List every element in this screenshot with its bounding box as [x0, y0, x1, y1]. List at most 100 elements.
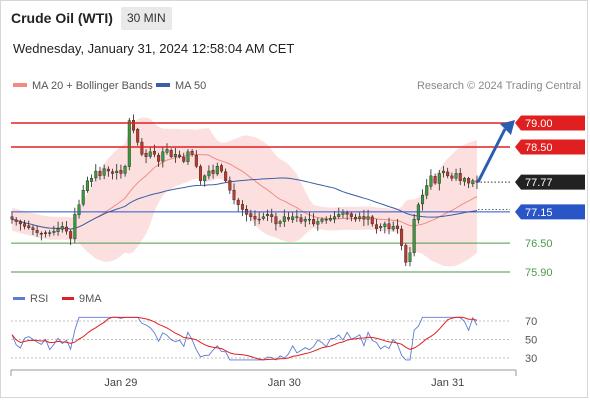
candle-body: [345, 212, 349, 215]
timeframe-button[interactable]: 30 MIN: [121, 7, 172, 30]
candle-body: [253, 216, 257, 220]
ma20-swatch-icon: [13, 83, 27, 88]
candle-body: [131, 120, 135, 131]
candle-body: [299, 217, 303, 222]
candle-body: [119, 170, 123, 174]
candle-body: [39, 233, 43, 235]
candle-body: [203, 175, 207, 182]
candle-body: [219, 165, 223, 172]
ma50-line: [11, 177, 478, 230]
candle-body: [257, 218, 261, 221]
candle-body: [186, 151, 190, 162]
rsi-tick-label-30: 30: [525, 353, 537, 365]
candle-body: [127, 120, 131, 167]
candle-body: [111, 171, 115, 174]
candle-body: [328, 217, 332, 221]
candle-body: [10, 216, 14, 220]
candle-body: [362, 216, 366, 220]
candle-body: [374, 224, 378, 229]
candle-body: [44, 232, 48, 234]
x-tick-label-jan-29: Jan 29: [104, 377, 137, 389]
ma9-swatch-icon: [62, 296, 74, 300]
candle-body: [261, 216, 265, 219]
candle-body: [303, 218, 307, 222]
candle-body: [56, 228, 60, 232]
candle-body: [295, 216, 299, 218]
candle-body: [425, 185, 429, 196]
candle-body: [316, 221, 320, 225]
candle-body: [148, 151, 152, 157]
rsi-tick-label-50: 50: [525, 335, 537, 347]
candle-body: [446, 171, 450, 177]
candle-body: [106, 168, 110, 172]
candle-body: [274, 216, 278, 225]
candle-body: [354, 216, 358, 220]
candle-body: [48, 232, 52, 234]
legend-9ma: 9MA: [62, 293, 102, 305]
candle-body: [412, 218, 416, 253]
candle-body: [77, 204, 81, 216]
candle-body: [462, 178, 466, 182]
candle-body: [400, 228, 404, 246]
candle-body: [23, 223, 27, 227]
candle-body: [270, 214, 274, 217]
legend-ma50: MA 50: [156, 80, 206, 92]
candle-body: [69, 231, 73, 239]
candle-body: [182, 156, 186, 162]
candle-body: [471, 180, 475, 185]
price-label-79-00: 79.00: [525, 118, 553, 130]
candle-body: [136, 129, 140, 143]
rsi-tick-label-70: 70: [525, 316, 537, 328]
candle-body: [379, 226, 383, 229]
candle-body: [190, 151, 194, 155]
candle-body: [366, 216, 370, 220]
candle-body: [232, 190, 236, 201]
candle-body: [454, 173, 458, 179]
candle-body: [52, 230, 56, 233]
price-label-77-77: 77.77: [525, 177, 553, 189]
candle-body: [421, 194, 425, 205]
candle-body: [467, 178, 471, 184]
candle-body: [152, 151, 156, 155]
candle-body: [291, 216, 295, 220]
legend-rsi: RSI: [13, 293, 48, 305]
candle-body: [98, 170, 102, 177]
candle-body: [165, 149, 169, 153]
candle-body: [286, 217, 290, 220]
candle-body: [395, 225, 399, 229]
candle-body: [144, 153, 148, 157]
price-tag-77-77: [515, 174, 585, 190]
chart-datetime: Wednesday, January 31, 2024 12:58:04 AM …: [13, 41, 295, 56]
candle-body: [35, 230, 39, 233]
legend-ma20-label: MA 20 + Bollinger Bands: [32, 80, 153, 92]
candle-body: [370, 216, 374, 225]
x-tick-label-jan-31: Jan 31: [431, 377, 464, 389]
candle-body: [60, 226, 64, 230]
rsi-swatch-icon: [13, 296, 25, 300]
candle-body: [173, 154, 177, 157]
candle-body: [224, 171, 228, 181]
candle-body: [437, 173, 441, 184]
candle-body: [236, 199, 240, 205]
candle-body: [94, 170, 98, 179]
legend-ma50-label: MA 50: [175, 80, 207, 92]
candle-body: [458, 173, 462, 181]
candle-body: [240, 204, 244, 210]
candle-body: [123, 166, 127, 174]
candle-body: [278, 221, 282, 224]
candle-body: [102, 168, 106, 176]
candle-body: [450, 175, 454, 179]
candle-body: [429, 175, 433, 187]
candle-body: [358, 216, 362, 219]
legend-ma20-bollinger: MA 20 + Bollinger Bands: [13, 80, 153, 92]
candle-body: [215, 166, 219, 175]
candle-body: [387, 223, 391, 229]
candle-body: [433, 176, 437, 184]
candle-body: [27, 225, 31, 228]
legend-rsi-label: RSI: [30, 293, 49, 305]
candle-body: [85, 180, 89, 192]
candle-body: [73, 214, 77, 240]
candle-body: [282, 216, 286, 222]
candles-group: [10, 114, 479, 267]
